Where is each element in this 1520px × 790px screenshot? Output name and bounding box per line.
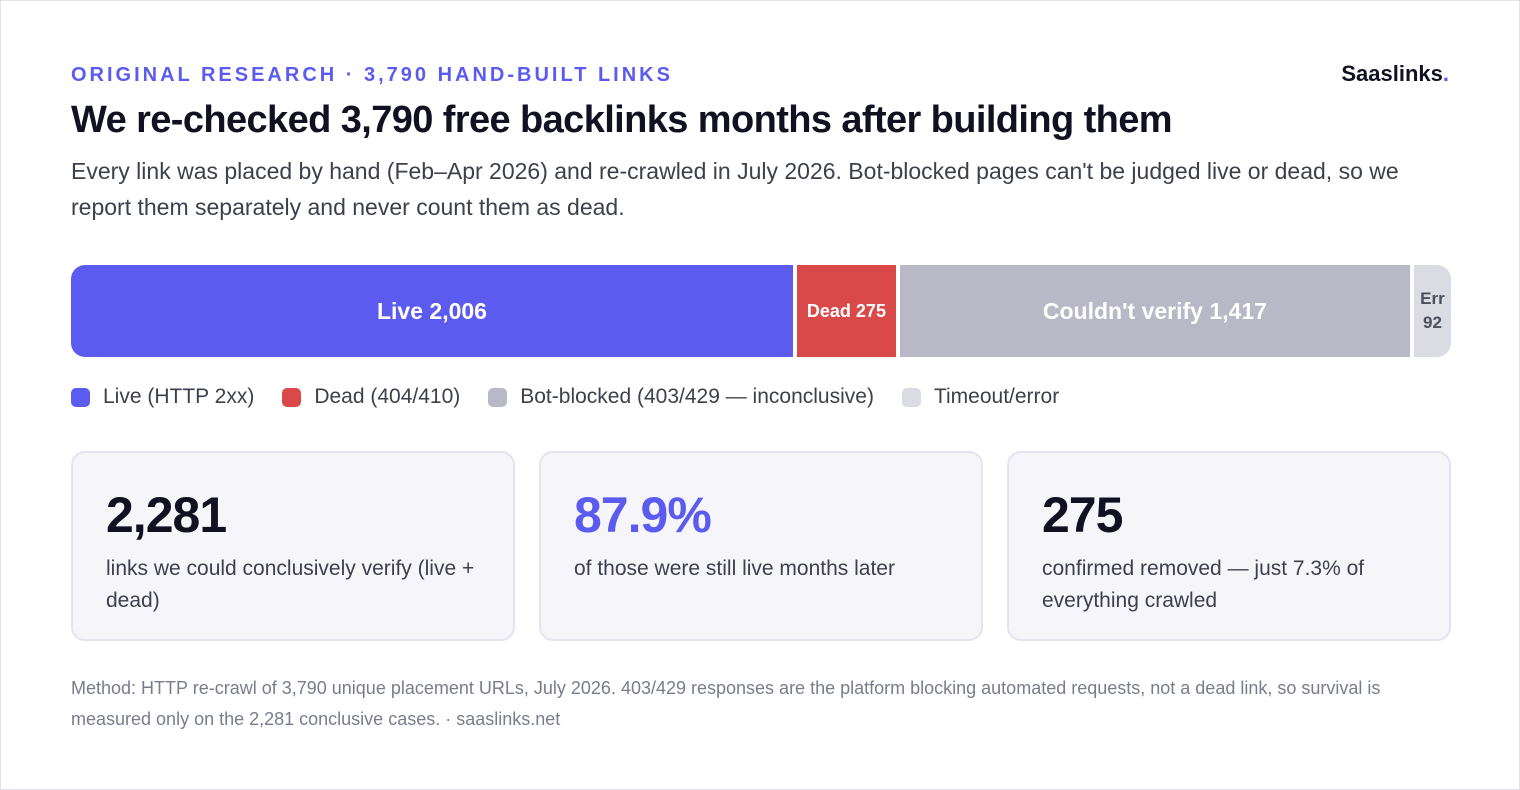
legend-swatch [488, 387, 508, 407]
stat-card-live-rate: 87.9% of those were still live months la… [539, 451, 983, 641]
legend-label: Bot-blocked (403/429 — inconclusive) [520, 385, 874, 408]
eyebrow-label: ORIGINAL RESEARCH · 3,790 HAND-BUILT LIN… [71, 64, 673, 86]
legend-swatch [282, 387, 302, 407]
legend-swatch [71, 387, 90, 407]
bar-segment-live: Live 2,006 [71, 265, 793, 357]
legend-label: Timeout/error [933, 385, 1060, 408]
legend-item: Live (HTTP 2xx) [71, 385, 254, 409]
bar-segment-err: Err 92 [1409, 265, 1451, 357]
legend-swatch [901, 387, 921, 407]
legend-label: Dead (404/410) [314, 385, 461, 408]
stat-value: 87.9% [574, 487, 712, 543]
legend-item: Dead (404/410) [282, 385, 460, 409]
bar-segment-blocked: Couldn't verify 1,417 [895, 265, 1410, 357]
stat-description: confirmed removed — just 7.3% of everyth… [1042, 557, 1365, 612]
stat-value: 275 [1042, 487, 1123, 543]
legend-item: Bot-blocked (403/429 — inconclusive) [488, 385, 874, 409]
stat-description: links we could conclusively verify (live… [106, 557, 475, 612]
stat-value: 2,281 [106, 487, 227, 543]
brand-name: Saaslinks [1341, 61, 1443, 86]
stat-card-verified: 2,281 links we could conclusively verify… [71, 451, 515, 641]
page-title: We re-checked 3,790 free backlinks month… [71, 99, 1173, 141]
stat-description: of those were still live months later [574, 557, 895, 580]
chart-legend: Live (HTTP 2xx) Dead (404/410) Bot-blocked… [71, 385, 1059, 409]
legend-item: Timeout/error [901, 385, 1060, 409]
method-footnote: Method: HTTP re-crawl of 3,790 unique pl… [71, 678, 1381, 729]
bar-segment-dead: Dead 275 [792, 265, 896, 357]
stat-card-removed: 275 confirmed removed — just 7.3% of eve… [1007, 451, 1451, 641]
stat-cards: 2,281 links we could conclusively verify… [71, 451, 1451, 641]
legend-label: Live (HTTP 2xx) [103, 385, 255, 408]
brand-logo: Saaslinks. [1341, 61, 1449, 87]
page-subtitle: Every link was placed by hand (Feb–Apr 2… [71, 158, 1399, 220]
brand-dot: . [1442, 61, 1449, 86]
stacked-bar-chart: Live 2,006 Dead 275 Couldn't verify 1,417 E… [71, 265, 1451, 357]
